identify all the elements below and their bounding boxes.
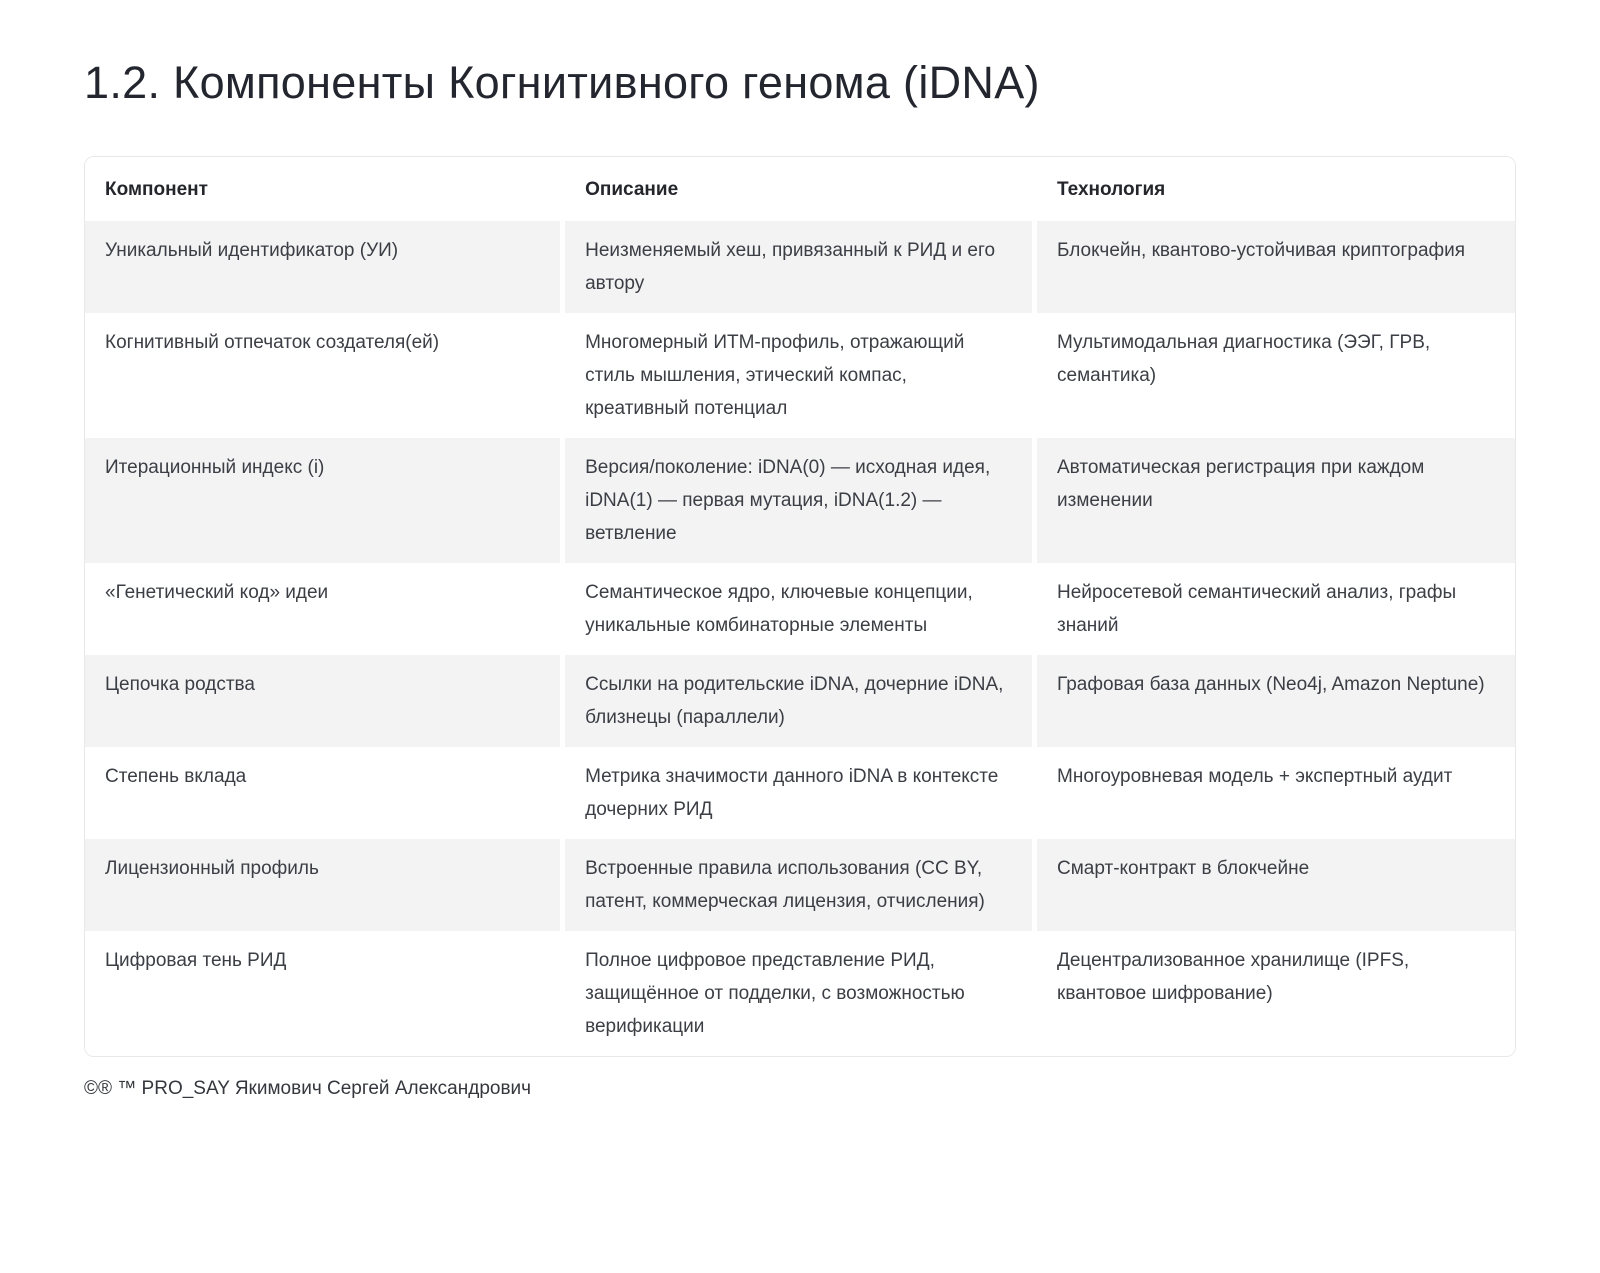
table-row: Уникальный идентификатор (УИ) Неизменяем… xyxy=(85,221,1515,313)
document-page: 1.2. Компоненты Когнитивного генома (iDN… xyxy=(84,57,1516,1099)
cell-description: Полное цифровое представление РИД, защищ… xyxy=(560,931,1035,1056)
cell-component: Степень вклада xyxy=(85,747,563,839)
table-row: Цифровая тень РИД Полное цифровое предст… xyxy=(85,931,1515,1056)
page-title: 1.2. Компоненты Когнитивного генома (iDN… xyxy=(84,57,1040,108)
components-table: Компонент Описание Технология Уникальный… xyxy=(85,157,1515,1056)
column-header-technology: Технология xyxy=(1032,157,1515,221)
column-header-component: Компонент xyxy=(85,157,563,221)
copyright-footer: ©® ™ PRO_SAY Якимович Сергей Александров… xyxy=(84,1078,532,1099)
cell-description: Многомерный ИТМ-профиль, отражающий стил… xyxy=(560,313,1035,438)
column-header-description: Описание xyxy=(560,157,1035,221)
table-row: Цепочка родства Ссылки на родительские i… xyxy=(85,655,1515,747)
table-header-row: Компонент Описание Технология xyxy=(85,157,1515,221)
cell-technology: Автоматическая регистрация при каждом из… xyxy=(1032,438,1515,563)
cell-component: Уникальный идентификатор (УИ) xyxy=(85,221,563,313)
cell-technology: Блокчейн, квантово-устойчивая криптограф… xyxy=(1032,221,1515,313)
cell-description: Метрика значимости данного iDNA в контек… xyxy=(560,747,1035,839)
cell-technology: Смарт-контракт в блокчейне xyxy=(1032,839,1515,931)
table-row: Степень вклада Метрика значимости данног… xyxy=(85,747,1515,839)
cell-description: Неизменяемый хеш, привязанный к РИД и ег… xyxy=(560,221,1035,313)
table-row: Когнитивный отпечаток создателя(ей) Мног… xyxy=(85,313,1515,438)
cell-technology: Графовая база данных (Neo4j, Amazon Nept… xyxy=(1032,655,1515,747)
cell-technology: Децентрализованное хранилище (IPFS, кван… xyxy=(1032,931,1515,1056)
cell-technology: Многоуровневая модель + экспертный аудит xyxy=(1032,747,1515,839)
table-row: Итерационный индекс (i) Версия/поколение… xyxy=(85,438,1515,563)
components-table-card: Компонент Описание Технология Уникальный… xyxy=(84,156,1516,1057)
cell-description: Встроенные правила использования (CC BY,… xyxy=(560,839,1035,931)
cell-component: Лицензионный профиль xyxy=(85,839,563,931)
cell-description: Ссылки на родительские iDNA, дочерние iD… xyxy=(560,655,1035,747)
cell-description: Семантическое ядро, ключевые концепции, … xyxy=(560,563,1035,655)
table-row: Лицензионный профиль Встроенные правила … xyxy=(85,839,1515,931)
cell-component: Цепочка родства xyxy=(85,655,563,747)
cell-technology: Нейросетевой семантический анализ, графы… xyxy=(1032,563,1515,655)
cell-component: Когнитивный отпечаток создателя(ей) xyxy=(85,313,563,438)
cell-technology: Мультимодальная диагностика (ЭЭГ, ГРВ, с… xyxy=(1032,313,1515,438)
cell-component: Итерационный индекс (i) xyxy=(85,438,563,563)
table-row: «Генетический код» идеи Семантическое яд… xyxy=(85,563,1515,655)
cell-component: Цифровая тень РИД xyxy=(85,931,563,1056)
cell-component: «Генетический код» идеи xyxy=(85,563,563,655)
cell-description: Версия/поколение: iDNA(0) — исходная иде… xyxy=(560,438,1035,563)
